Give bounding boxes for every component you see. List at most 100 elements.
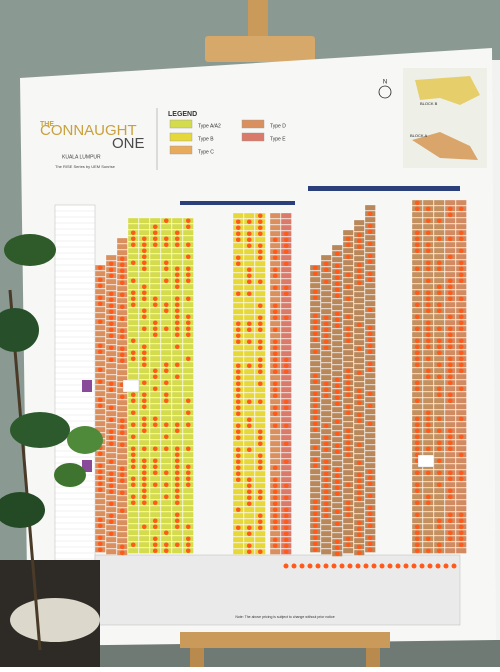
unit-dot [272,249,278,255]
unit-cell [127,283,139,290]
unit-dot [235,507,241,513]
unit-cell [171,289,183,296]
unit-dot [163,548,169,554]
unit-cell [280,266,292,273]
unit-dot [356,238,362,244]
unit-cell [320,404,332,411]
unit-dot [152,446,158,452]
unit-cell [280,488,292,495]
unit-cell [417,454,435,468]
unit-cell [331,340,343,347]
unit-cell [342,529,354,536]
unit-cell [444,415,456,422]
unit-dot [163,494,169,500]
unit-cell [160,319,172,326]
unit-dot [356,274,362,280]
unit-cell [116,459,128,466]
unit-dot [272,327,278,333]
unit-cell [243,458,255,465]
unit-dot [235,435,241,441]
unit-dot [130,410,136,416]
unit-dot [130,338,136,344]
unit-dot [272,495,278,501]
unit-cell [160,373,172,380]
unit-dot [246,423,252,429]
unit-cell [309,360,321,367]
unit-cell [269,440,281,447]
unit-dot [141,494,147,500]
unit-cell [309,486,321,493]
unit-cell [116,297,128,304]
unit-dot [312,337,318,343]
unit-cell [342,361,354,368]
unit-cell [243,518,255,525]
unit-cell [320,524,332,531]
unit-dot [272,465,278,471]
unit-cell [444,307,456,314]
unit-cell [280,332,292,339]
unit-dot [447,536,453,542]
unit-dot [447,284,453,290]
unit-dot [185,470,191,476]
unit-dot [356,394,362,400]
unit-cell [182,235,194,242]
unit-dot [312,421,318,427]
unit-cell [353,357,365,364]
unit-cell [433,493,445,500]
unit-dot [345,536,351,542]
tagline: The RISE Series by UEM Sunrise [55,164,116,169]
unit-dot [367,367,373,373]
unit-dot [414,350,420,356]
unit-cell [171,547,183,554]
unit-cell [243,344,255,351]
unit-cell [320,308,332,315]
unit-dot [334,551,340,557]
unit-dot [257,519,263,525]
unit-dot [174,308,180,314]
unit-cell [232,482,244,489]
unit-cell [455,397,467,404]
unit-cell [342,307,354,314]
unit-dot [108,405,114,411]
unit-cell [309,450,321,457]
unit-dot [458,524,464,530]
unit-cell [309,366,321,373]
unit-cell [364,450,376,457]
unit-dot [451,563,457,569]
unit-cell [232,518,244,525]
unit-cell [342,343,354,350]
unit-cell [182,283,194,290]
unit-dot [108,333,114,339]
unit-cell [171,409,183,416]
unit-cell [320,296,332,303]
unit-dot [334,293,340,299]
unit-cell [353,249,365,256]
unit-cell [105,278,117,285]
unit-dot [367,547,373,553]
unit-dot [436,362,442,368]
unit-cell [138,271,150,278]
unit-cell [422,385,434,392]
unit-dot [447,380,453,386]
unit-dot [356,442,362,448]
unit-cell [455,463,467,470]
unit-cell [353,327,365,334]
unit-cell [455,331,467,338]
unit-cell [269,290,281,297]
unit-cell [342,319,354,326]
unit-cell [320,356,332,363]
unit-cell [160,385,172,392]
unit-dot [367,493,373,499]
unit-dot [141,476,147,482]
unit-cell [149,349,161,356]
unit-cell [127,331,139,338]
unit-dot [272,345,278,351]
unit-dot [141,242,147,248]
unit-cell [138,541,150,548]
leaf [4,234,56,266]
unit-dot [257,459,263,465]
unit-dot [323,381,329,387]
unit-cell [138,223,150,230]
unit-cell [444,499,456,506]
unit-cell [243,296,255,303]
